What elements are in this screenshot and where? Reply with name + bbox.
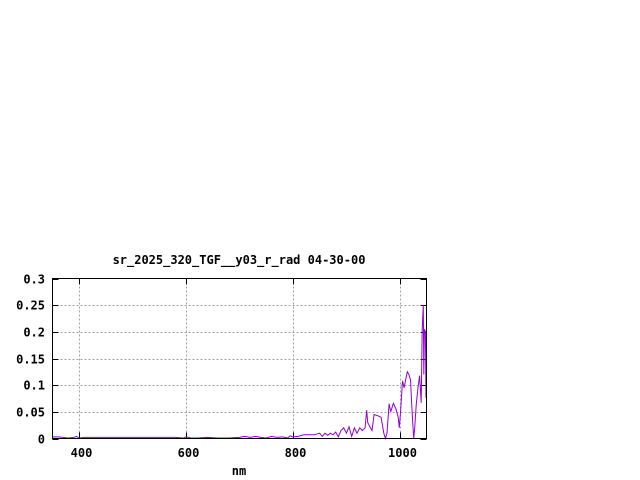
y-tick-label: 0 (38, 433, 45, 447)
y-tick-label: 0.1 (23, 379, 45, 393)
x-tick-label: 600 (178, 446, 200, 460)
x-tick-label: 800 (285, 446, 307, 460)
x-tick-label: 400 (71, 446, 93, 460)
chart-title: sr_2025_320_TGF__y03_r_rad 04-30-00 (113, 253, 366, 268)
y-tick-label: 0.3 (23, 273, 45, 287)
y-tick-label: 0.15 (16, 353, 45, 367)
y-tick-label: 0.05 (16, 406, 45, 420)
series-group (52, 305, 427, 441)
y-tick-label: 0.25 (16, 299, 45, 313)
grid (52, 278, 427, 439)
ticks: 0 0.05 0.1 0.15 0.2 0.25 0.3 400 600 800 1000 (16, 273, 427, 460)
series-line (52, 305, 427, 441)
y-tick-label: 0.2 (23, 326, 45, 340)
x-tick-label: 1000 (388, 446, 417, 460)
x-axis-label: nm (232, 464, 246, 478)
plot-border (52, 278, 427, 439)
